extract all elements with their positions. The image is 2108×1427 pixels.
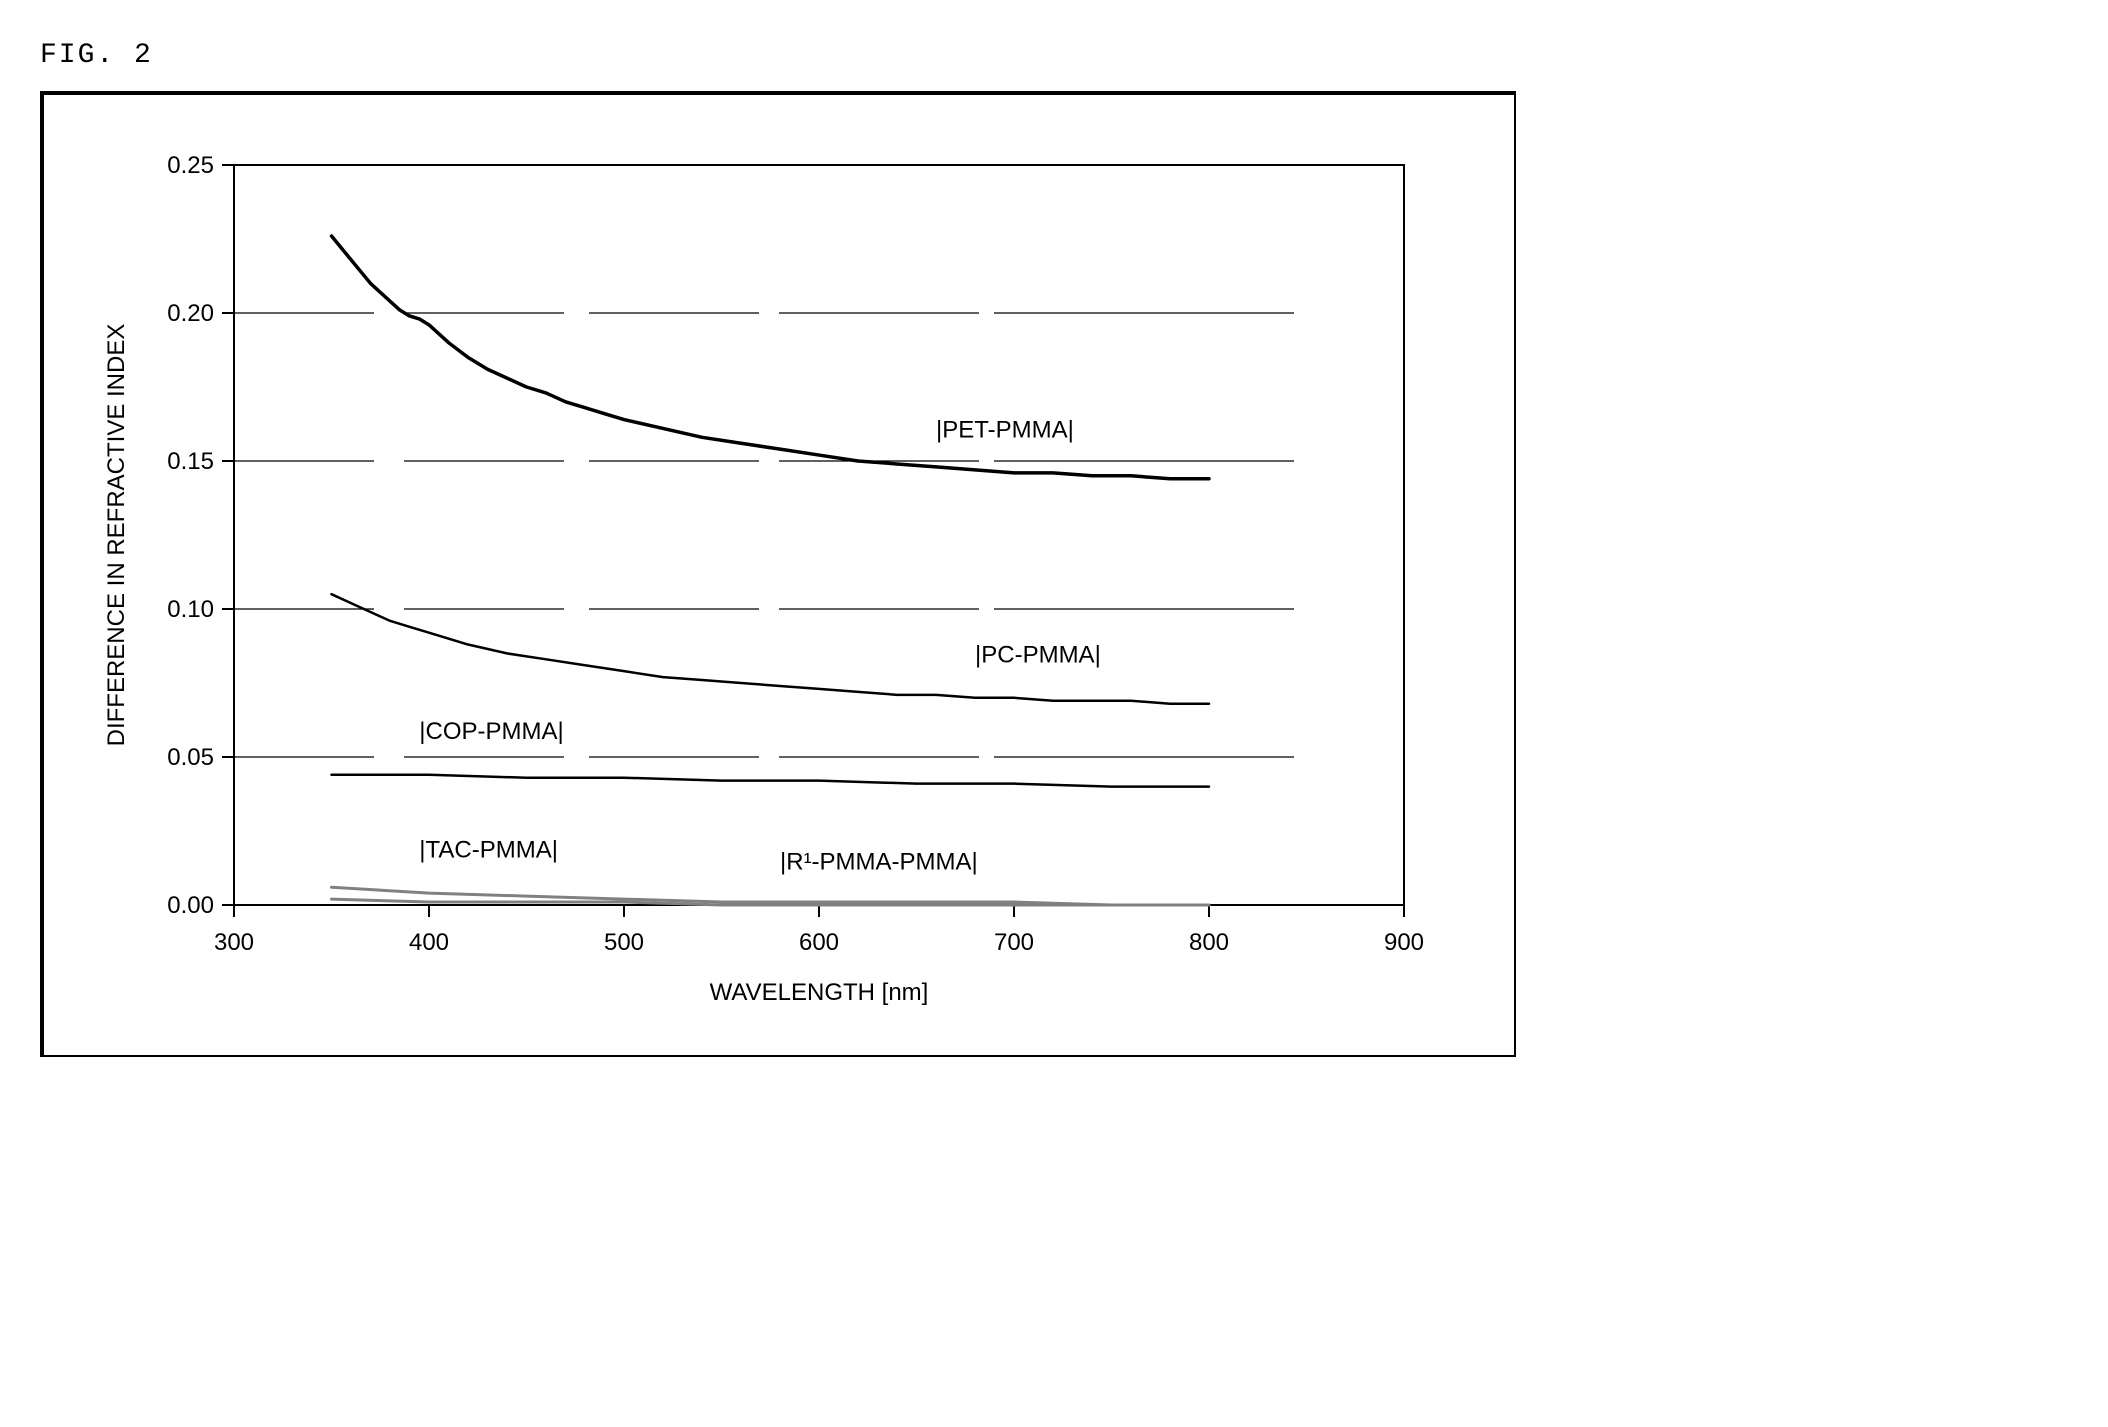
figure-label: FIG. 2 — [40, 40, 2068, 71]
chart-frame: 300 400 500 600 700 800 900 0.00 0.05 0.10 0.15 0.2… — [40, 91, 1516, 1057]
svg-text:|PET-PMMA|: |PET-PMMA| — [936, 416, 1074, 443]
svg-text:900: 900 — [1384, 929, 1424, 956]
svg-text:600: 600 — [799, 929, 839, 956]
svg-text:0.20: 0.20 — [167, 300, 214, 327]
svg-text:0.15: 0.15 — [167, 448, 214, 475]
svg-text:0.05: 0.05 — [167, 744, 214, 771]
svg-text:|COP-PMMA|: |COP-PMMA| — [419, 718, 563, 745]
svg-text:|R¹-PMMA-PMMA|: |R¹-PMMA-PMMA| — [780, 848, 978, 875]
svg-text:0.25: 0.25 — [167, 152, 214, 179]
svg-text:|PC-PMMA|: |PC-PMMA| — [975, 641, 1101, 668]
svg-text:WAVELENGTH [nm]: WAVELENGTH [nm] — [710, 979, 929, 1006]
svg-text:800: 800 — [1189, 929, 1229, 956]
svg-text:700: 700 — [994, 929, 1034, 956]
chart-container: 300 400 500 600 700 800 900 0.00 0.05 0.10 0.15 0.2… — [74, 125, 1474, 1025]
svg-text:400: 400 — [409, 929, 449, 956]
line-chart: 300 400 500 600 700 800 900 0.00 0.05 0.10 0.15 0.2… — [74, 125, 1474, 1025]
svg-text:DIFFERENCE IN REFRACTIVE INDEX: DIFFERENCE IN REFRACTIVE INDEX — [103, 324, 130, 747]
svg-text:500: 500 — [604, 929, 644, 956]
svg-text:0.10: 0.10 — [167, 596, 214, 623]
svg-text:|TAC-PMMA|: |TAC-PMMA| — [419, 837, 558, 864]
svg-text:0.00: 0.00 — [167, 892, 214, 919]
svg-text:300: 300 — [214, 929, 254, 956]
